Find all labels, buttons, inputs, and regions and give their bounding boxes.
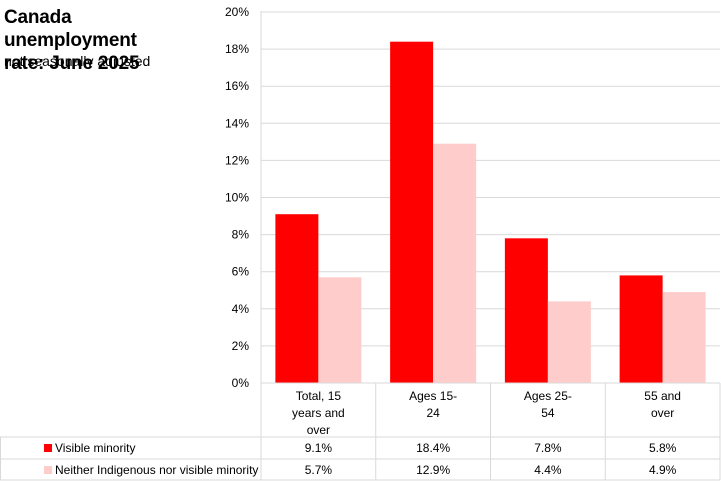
chart-title-line-2: rate: June 2025 bbox=[4, 53, 140, 74]
y-tick-label: 18% bbox=[225, 42, 249, 56]
chart-subtitle: not seasonally adjusted bbox=[4, 53, 151, 69]
y-tick-label: 2% bbox=[232, 339, 250, 353]
y-tick-label: 6% bbox=[232, 265, 250, 279]
bar-visible-minority bbox=[619, 275, 663, 383]
data-value: 12.9% bbox=[416, 463, 450, 477]
gridlines bbox=[260, 11, 720, 383]
y-tick-label: 0% bbox=[232, 376, 250, 390]
category-label: 54 bbox=[541, 406, 555, 420]
bar-neither bbox=[433, 143, 477, 383]
chart-title-line-1: Canada unemployment bbox=[4, 7, 137, 51]
bar-visible-minority bbox=[504, 238, 548, 383]
y-axis: 0% 2% 4% 6% 8% 10% 12% 14% 16% 18% 20% bbox=[225, 5, 249, 390]
data-value: 18.4% bbox=[416, 441, 450, 455]
data-value: 7.8% bbox=[534, 441, 562, 455]
data-table: Total, 15 years and over Ages 15- 24 Ages 25-… bbox=[0, 382, 721, 481]
y-tick-label: 16% bbox=[225, 79, 249, 93]
bar-neither bbox=[318, 277, 362, 383]
data-value: 4.4% bbox=[534, 463, 562, 477]
y-tick-label: 14% bbox=[225, 116, 249, 130]
category-label: 55 and bbox=[644, 389, 681, 403]
y-tick-label: 12% bbox=[225, 153, 249, 167]
bar-visible-minority bbox=[390, 41, 434, 384]
legend-label: Neither Indigenous nor visible minority bbox=[55, 463, 258, 477]
category-label: over bbox=[307, 423, 330, 437]
category-label: over bbox=[651, 406, 674, 420]
legend-label: Visible minority bbox=[55, 441, 135, 455]
data-value: 5.8% bbox=[649, 441, 677, 455]
category-label: years and bbox=[292, 406, 345, 420]
bar-neither bbox=[547, 301, 591, 383]
category-label: Ages 25- bbox=[524, 389, 572, 403]
data-value: 9.1% bbox=[305, 441, 333, 455]
y-tick-label: 4% bbox=[232, 302, 250, 316]
bars bbox=[275, 41, 706, 384]
legend-swatch bbox=[44, 444, 52, 452]
data-value: 5.7% bbox=[305, 463, 333, 477]
y-tick-label: 10% bbox=[225, 191, 249, 205]
bar-neither bbox=[662, 292, 706, 383]
bar-visible-minority bbox=[275, 214, 319, 383]
category-label: Total, 15 bbox=[296, 389, 342, 403]
data-value: 4.9% bbox=[649, 463, 677, 477]
y-tick-label: 8% bbox=[232, 228, 250, 242]
legend-swatch bbox=[44, 466, 52, 474]
category-label: 24 bbox=[426, 406, 440, 420]
y-tick-label: 20% bbox=[225, 5, 249, 19]
category-label: Ages 15- bbox=[409, 389, 457, 403]
chart-title: Canada unemployment rate: June 2025 bbox=[4, 6, 209, 75]
